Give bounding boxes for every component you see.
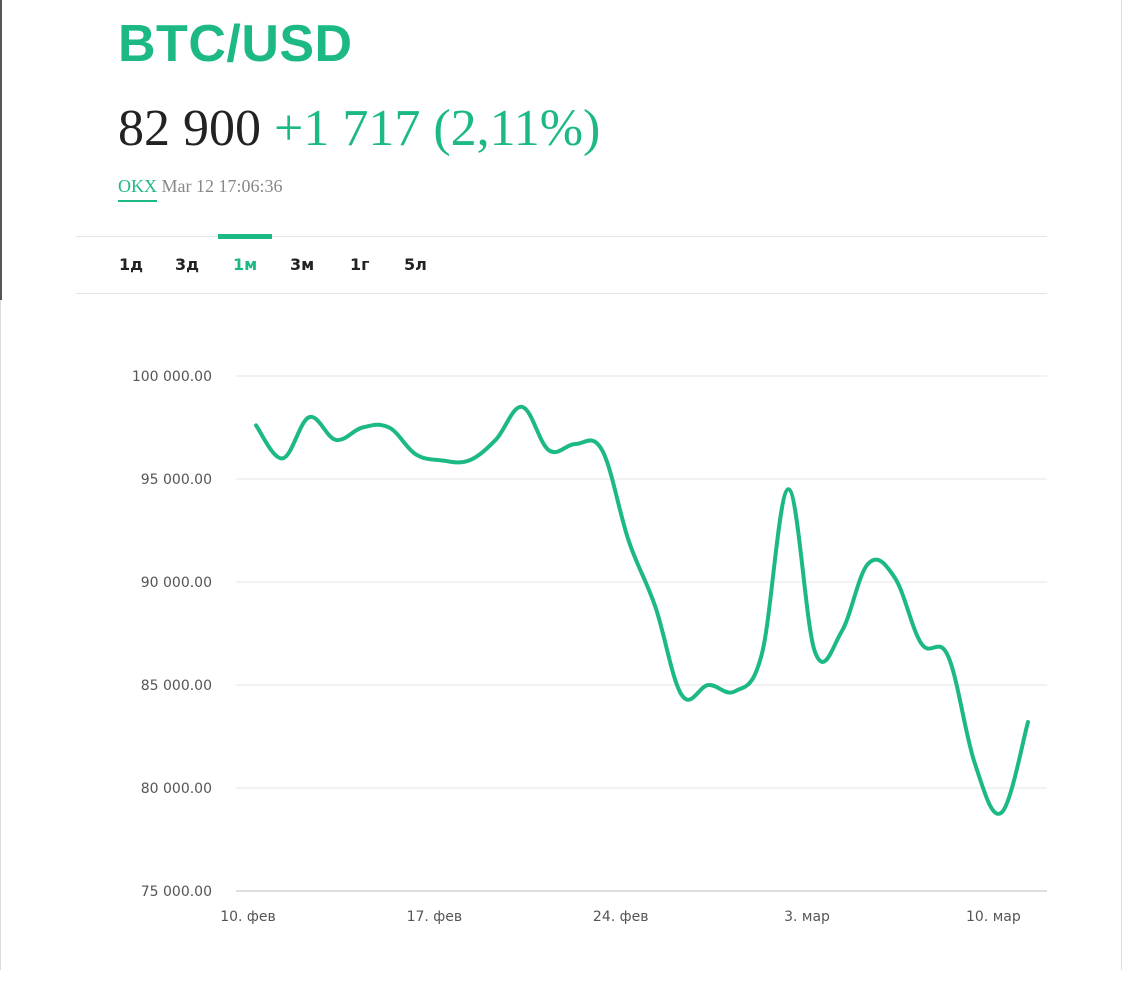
data-point-20[interactable] xyxy=(785,486,791,492)
chart-grid xyxy=(236,375,1047,892)
data-point-15[interactable] xyxy=(652,604,658,610)
tab-5[interactable]: 5л xyxy=(404,255,427,274)
data-point-1[interactable] xyxy=(280,455,286,461)
ticker-title: BTC/USD xyxy=(118,15,353,73)
data-point-12[interactable] xyxy=(572,441,578,447)
tab-4[interactable]: 1г xyxy=(350,255,370,274)
y-tick-label-5: 75 000.00 xyxy=(141,884,212,900)
tab-2[interactable]: 1м xyxy=(217,234,273,274)
y-tick-label-3: 85 000.00 xyxy=(141,678,212,694)
left-border xyxy=(0,0,2,300)
data-point-28[interactable] xyxy=(998,810,1004,816)
quote-timestamp: Mar 12 17:06:36 xyxy=(161,176,283,196)
quote-meta: OKX Mar 12 17:06:36 xyxy=(118,176,283,202)
data-point-26[interactable] xyxy=(945,653,951,659)
data-point-2[interactable] xyxy=(306,414,312,420)
left-border-light xyxy=(0,300,1,970)
data-point-4[interactable] xyxy=(360,425,366,431)
data-point-24[interactable] xyxy=(892,575,898,581)
price-change: +1 717 (2,11%) xyxy=(274,100,601,157)
data-point-17[interactable] xyxy=(706,682,712,688)
y-tick-label-4: 80 000.00 xyxy=(141,781,212,797)
data-point-3[interactable] xyxy=(333,437,339,443)
y-tick-label-2: 90 000.00 xyxy=(141,575,212,591)
data-point-14[interactable] xyxy=(626,538,632,544)
data-point-13[interactable] xyxy=(599,447,605,453)
data-point-9[interactable] xyxy=(493,437,499,443)
x-tick-label-0: 10. фев xyxy=(220,909,276,925)
data-point-21[interactable] xyxy=(812,649,818,655)
data-point-10[interactable] xyxy=(519,404,525,410)
series-line-0 xyxy=(254,404,1030,816)
data-point-25[interactable] xyxy=(919,641,925,647)
x-tick-label-2: 24. фев xyxy=(593,909,649,925)
series-layer xyxy=(253,404,1031,816)
current-price: 82 900 xyxy=(118,100,261,157)
tab-1[interactable]: 3д xyxy=(175,255,200,274)
data-point-19[interactable] xyxy=(759,651,765,657)
right-border xyxy=(1121,0,1122,970)
data-point-5[interactable] xyxy=(386,425,392,431)
data-point-23[interactable] xyxy=(865,561,871,567)
data-point-6[interactable] xyxy=(413,451,419,457)
x-tick-label-3: 3. мар xyxy=(784,909,830,925)
tab-3[interactable]: 3м xyxy=(290,255,315,274)
y-tick-label-1: 95 000.00 xyxy=(141,472,212,488)
exchange-link[interactable]: OKX xyxy=(118,176,157,202)
data-point-18[interactable] xyxy=(732,688,738,694)
data-point-27[interactable] xyxy=(972,760,978,766)
data-point-0[interactable] xyxy=(253,422,259,428)
data-point-8[interactable] xyxy=(466,458,472,464)
y-axis: 100 000.00 95 000.00 90 000.00 85 000.00 80 … xyxy=(132,369,212,900)
data-point-16[interactable] xyxy=(679,692,685,698)
price-row: 82 900 +1 717 (2,11%) xyxy=(118,96,600,162)
data-point-11[interactable] xyxy=(546,447,552,453)
x-tick-label-1: 17. фев xyxy=(407,909,463,925)
tabs-bottom-divider xyxy=(76,293,1047,294)
data-point-7[interactable] xyxy=(439,458,445,464)
tab-0[interactable]: 1д xyxy=(119,255,144,274)
x-tick-label-4: 10. мар xyxy=(966,909,1021,925)
data-point-29[interactable] xyxy=(1025,719,1031,725)
x-axis: 10. фев 17. фев 24. фев 3. мар 10. мар xyxy=(220,909,1021,925)
y-tick-label-0: 100 000.00 xyxy=(132,369,212,385)
tabs-top-divider xyxy=(76,236,1047,237)
data-point-22[interactable] xyxy=(839,628,845,634)
